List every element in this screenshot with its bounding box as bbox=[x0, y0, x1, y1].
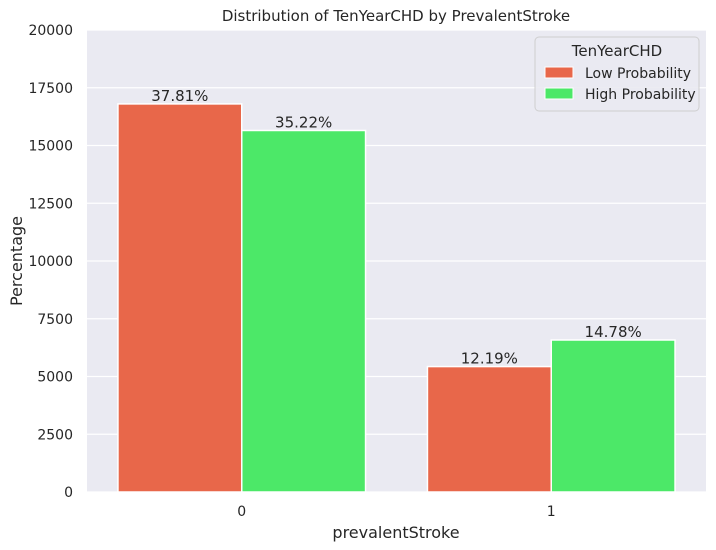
bar-data-label: 37.81% bbox=[151, 87, 208, 105]
legend-label: Low Probability bbox=[585, 66, 691, 82]
bar-high-0 bbox=[241, 129, 367, 493]
chart-title: Distribution of TenYearCHD by PrevalentS… bbox=[222, 7, 570, 25]
y-tick-label: 15000 bbox=[28, 139, 73, 155]
x-axis-label: prevalentStroke bbox=[332, 523, 459, 542]
legend-title: TenYearCHD bbox=[571, 42, 662, 60]
y-tick-label: 7500 bbox=[37, 312, 73, 328]
legend-swatch bbox=[544, 66, 574, 79]
bar-data-label: 35.22% bbox=[275, 113, 332, 131]
bar-data-label: 14.78% bbox=[585, 323, 642, 341]
y-tick-label: 0 bbox=[64, 485, 73, 501]
bar-labels: 37.81% 35.22% 12.19% 14.78% bbox=[151, 87, 642, 368]
x-tick-label: 0 bbox=[237, 504, 246, 520]
x-tick-label: 1 bbox=[547, 504, 556, 520]
legend-items: Low Probability High Probability bbox=[544, 66, 696, 103]
y-tick-label: 12500 bbox=[28, 196, 73, 212]
y-tick-label: 10000 bbox=[28, 254, 73, 270]
y-axis-label: Percentage bbox=[7, 216, 26, 306]
bar-low-1 bbox=[426, 365, 553, 493]
bars bbox=[117, 103, 676, 493]
y-axis-ticks: 0 2500 5000 7500 10000 12500 15000 17500 20000 bbox=[28, 23, 73, 501]
y-tick-label: 5000 bbox=[37, 370, 73, 386]
bar-high-1 bbox=[550, 339, 676, 493]
legend-label: High Probability bbox=[585, 87, 696, 103]
y-tick-label: 2500 bbox=[37, 427, 73, 443]
legend-swatch bbox=[544, 87, 574, 100]
legend-box bbox=[534, 36, 700, 112]
y-tick-label: 20000 bbox=[28, 23, 73, 39]
bar-data-label: 12.19% bbox=[461, 350, 518, 368]
bar-low-0 bbox=[117, 103, 243, 493]
legend: TenYearCHD Low Probability High Probabili… bbox=[534, 36, 700, 112]
y-tick-label: 17500 bbox=[28, 81, 73, 97]
